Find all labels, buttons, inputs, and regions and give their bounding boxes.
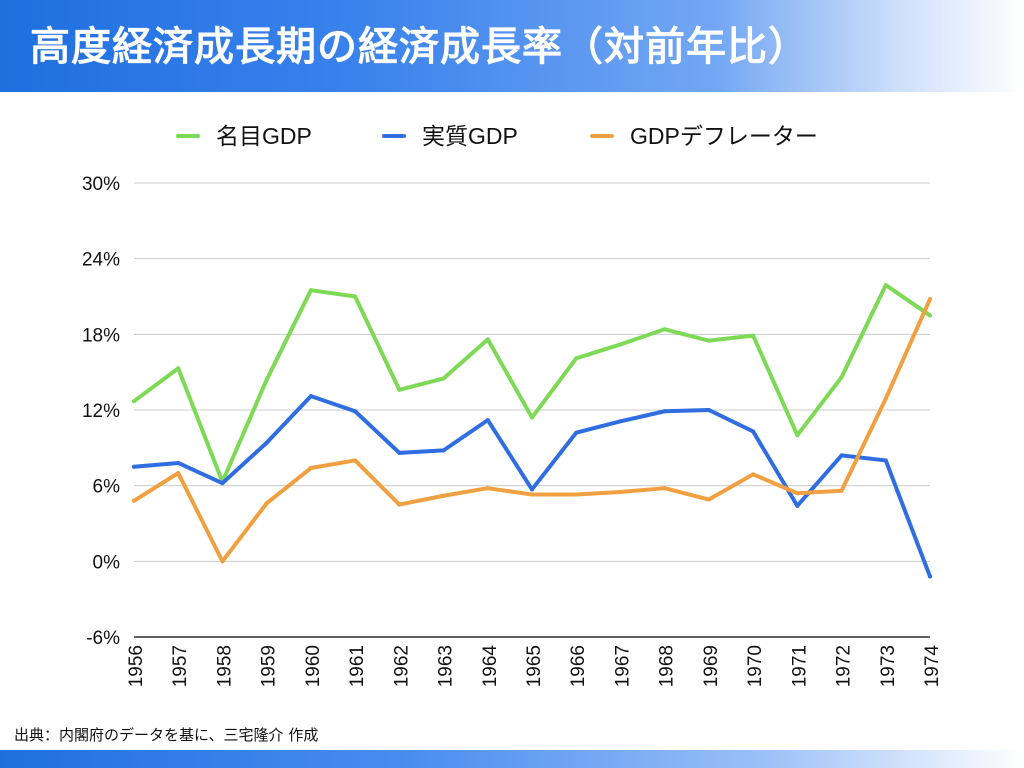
- x-tick-label: 1964: [480, 645, 501, 688]
- data-point: [618, 342, 623, 347]
- line-chart: 名目GDP 実質GDP GDPデフレーター 30%24%18%12%6%0%-6% …: [82, 123, 943, 688]
- data-point: [353, 409, 358, 414]
- y-tick-label: 6%: [93, 477, 121, 498]
- x-tick-label: 1963: [436, 645, 457, 687]
- x-tick-label: 1966: [568, 645, 589, 687]
- data-point: [308, 394, 313, 399]
- data-point: [530, 492, 534, 497]
- x-axis-ticks: 1956 1957 1958 1959 1960 1961 1962 1963 1964 1965…: [126, 645, 943, 688]
- data-point: [574, 430, 579, 435]
- data-point: [618, 419, 623, 424]
- data-point: [706, 497, 711, 502]
- x-tick-label: 1959: [259, 645, 280, 687]
- data-point: [839, 375, 844, 380]
- x-tick-label: 1970: [745, 645, 766, 687]
- data-point: [264, 501, 269, 506]
- data-point: [883, 283, 888, 288]
- data-point: [574, 356, 579, 361]
- y-tick-label: 12%: [82, 401, 120, 422]
- y-tick-label: 18%: [82, 325, 120, 346]
- data-point: [353, 458, 358, 463]
- data-point: [132, 464, 136, 469]
- data-point: [574, 492, 579, 497]
- data-point: [662, 486, 667, 491]
- chart-legend: 名目GDP 実質GDP GDPデフレーター: [176, 123, 818, 149]
- data-point: [795, 491, 800, 496]
- data-point: [264, 377, 269, 382]
- data-point: [441, 448, 446, 453]
- chart-grid: [134, 182, 930, 638]
- data-point: [132, 498, 136, 503]
- data-point: [928, 313, 932, 318]
- data-point: [397, 450, 402, 455]
- data-point: [706, 338, 711, 343]
- data-point: [662, 327, 667, 332]
- y-axis-ticks: 30% 24% 18% 12% 6% 0% -6%: [82, 174, 120, 649]
- footer-bar: [0, 750, 1024, 768]
- data-point: [441, 493, 446, 498]
- series-line-1: [132, 394, 932, 579]
- data-point: [485, 418, 490, 423]
- data-point: [928, 297, 932, 302]
- data-point: [751, 429, 756, 434]
- legend-label: 実質GDP: [422, 123, 518, 149]
- legend-label: GDPデフレーター: [630, 123, 818, 149]
- data-point: [795, 433, 800, 438]
- y-tick-label: 30%: [82, 174, 120, 195]
- chart-series: [132, 283, 932, 579]
- data-point: [530, 487, 534, 492]
- header-bar: 高度経済成長期の経済成長率（対前年比）: [0, 0, 1024, 92]
- y-tick-label: 24%: [82, 250, 120, 271]
- source-note: 出典：内閣府のデータを基に、三宅隆介 作成: [14, 726, 319, 744]
- x-tick-label: 1971: [789, 645, 810, 687]
- data-point: [928, 574, 932, 579]
- data-point: [264, 440, 269, 445]
- x-tick-label: 1958: [214, 645, 235, 687]
- data-point: [176, 460, 181, 465]
- data-point: [839, 453, 844, 458]
- data-point: [220, 481, 225, 486]
- data-point: [353, 294, 358, 299]
- x-tick-label: 1957: [170, 645, 191, 687]
- x-tick-label: 1969: [701, 645, 722, 687]
- data-point: [308, 466, 313, 471]
- y-tick-label: -6%: [86, 628, 120, 649]
- data-point: [883, 458, 888, 463]
- x-tick-label: 1968: [657, 645, 678, 687]
- data-point: [839, 488, 844, 493]
- x-tick-label: 1973: [878, 645, 899, 687]
- data-point: [220, 559, 225, 564]
- x-tick-label: 1974: [922, 645, 943, 688]
- data-point: [706, 408, 711, 412]
- data-point: [132, 399, 136, 404]
- data-point: [883, 396, 888, 401]
- data-point: [751, 333, 756, 338]
- data-point: [795, 503, 800, 508]
- x-tick-label: 1965: [524, 645, 545, 687]
- x-tick-label: 1967: [612, 645, 633, 687]
- data-point: [530, 415, 534, 420]
- data-point: [397, 387, 402, 392]
- data-point: [441, 376, 446, 381]
- data-point: [176, 366, 181, 371]
- x-tick-label: 1961: [347, 645, 368, 687]
- data-point: [485, 486, 490, 491]
- x-tick-label: 1960: [303, 645, 324, 687]
- data-point: [751, 472, 756, 477]
- series-line-2: [132, 297, 932, 564]
- data-point: [618, 489, 623, 494]
- data-point: [176, 471, 181, 476]
- data-point: [397, 502, 402, 507]
- y-tick-label: 0%: [93, 552, 121, 573]
- x-tick-label: 1972: [834, 645, 855, 687]
- legend-label: 名目GDP: [216, 123, 312, 149]
- data-point: [485, 337, 490, 342]
- data-point: [308, 288, 313, 293]
- x-tick-label: 1962: [391, 645, 412, 687]
- x-tick-label: 1956: [126, 645, 147, 687]
- data-point: [662, 409, 667, 414]
- page-title: 高度経済成長期の経済成長率（対前年比）: [30, 24, 809, 70]
